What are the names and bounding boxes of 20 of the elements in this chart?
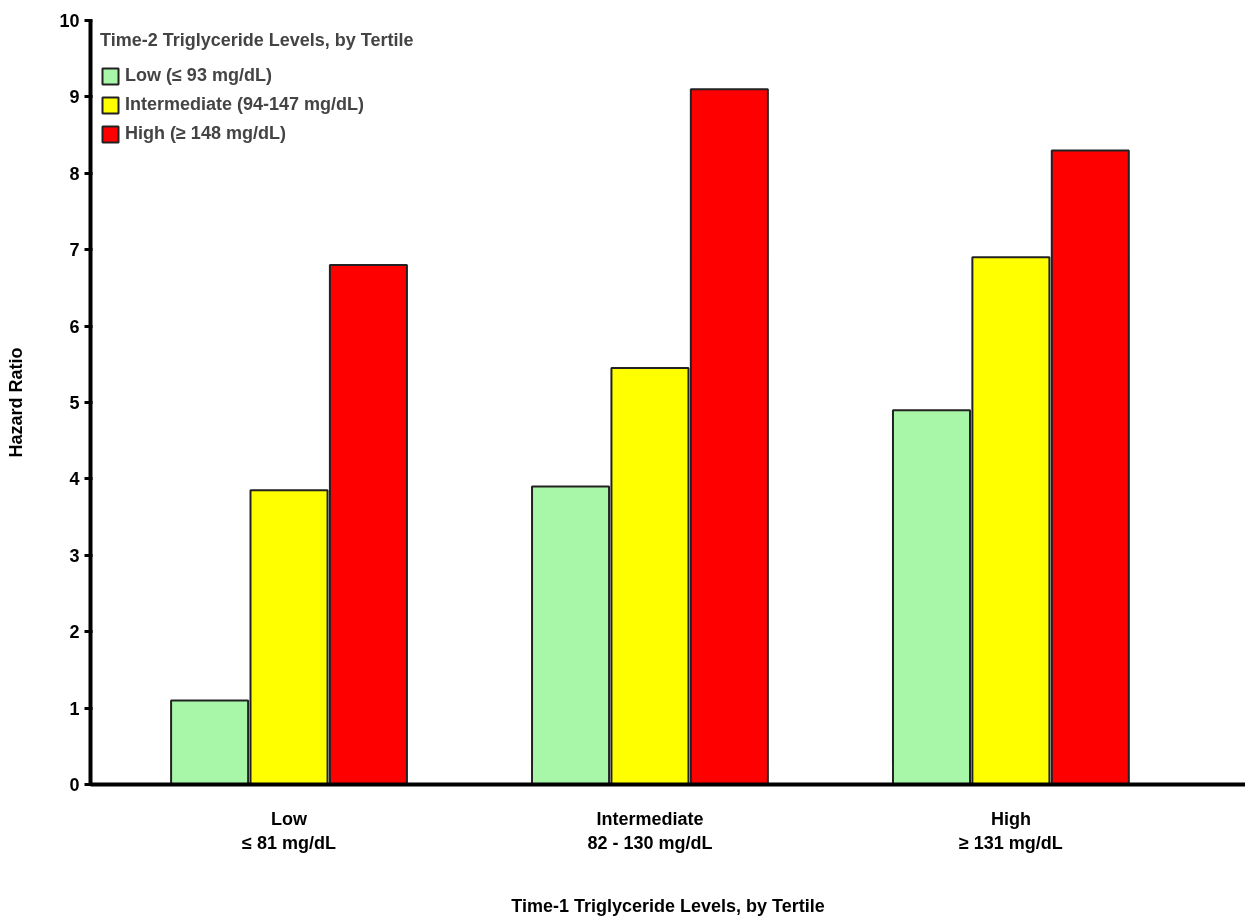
y-tick-label: 2	[69, 622, 80, 643]
y-tick-label: 6	[69, 316, 80, 337]
x-tick-label: High ≥ 131 mg/dL	[958, 808, 1063, 853]
legend-label: Low (≤ 93 mg/dL)	[125, 65, 272, 86]
y-axis-title: Hazard Ratio	[6, 347, 27, 458]
y-tick-label: 7	[69, 240, 80, 261]
y-tick-label: 8	[69, 163, 80, 184]
y-tick-label: 3	[69, 545, 80, 566]
y-tick-label: 9	[69, 87, 80, 108]
legend-title: Time-2 Triglyceride Levels, by Tertile	[100, 30, 414, 51]
y-tick-label: 5	[69, 393, 80, 413]
legend-label: Intermediate (94-147 mg/dL)	[125, 94, 365, 115]
x-axis-title: Time-1 Triglyceride Levels, by Tertile	[511, 895, 825, 916]
x-tick-label: Intermediate 82 - 130 mg/dL	[587, 808, 713, 853]
legend-label: High (≥ 148 mg/dL)	[125, 123, 286, 144]
y-tick-label: 1	[69, 698, 80, 719]
x-tick-label: Low ≤ 81 mg/dL	[242, 808, 336, 853]
y-tick-label: 10	[59, 11, 80, 31]
y-tick-label: 4	[69, 469, 80, 490]
y-tick-label: 0	[69, 775, 80, 795]
